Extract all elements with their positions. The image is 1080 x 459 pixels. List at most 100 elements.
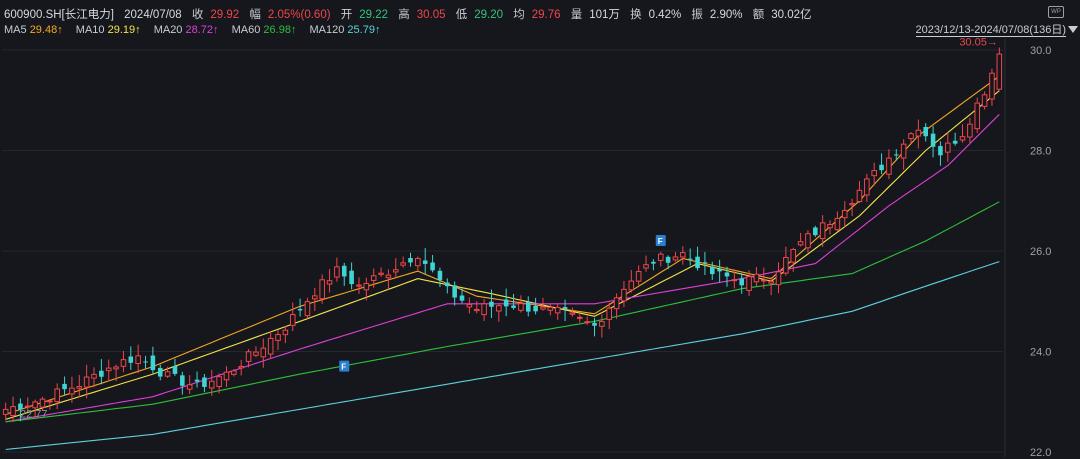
ma-legend: MA5 29.48↑ MA10 29.19↑ MA20 28.72↑ MA60 … <box>4 24 390 36</box>
y-tick-label: 28.0 <box>1030 146 1051 158</box>
high-price-annotation: 30.05→ <box>959 38 998 49</box>
candle-body <box>709 266 715 275</box>
candle-body <box>422 260 428 264</box>
candle-body <box>69 387 75 395</box>
open-value: 29.22 <box>359 9 389 21</box>
change-label: 幅 <box>249 9 261 21</box>
ma20-label: MA20 <box>153 24 183 36</box>
candle-body <box>415 258 421 267</box>
candle-body <box>223 371 230 381</box>
candle-body <box>143 361 148 363</box>
y-tick-label: 22.0 <box>1030 447 1051 459</box>
candle-body <box>525 301 531 312</box>
candle-body <box>915 129 922 137</box>
candle-body <box>289 314 296 326</box>
date-range-selector[interactable]: 2023/12/13-2024/07/08(136日) <box>915 24 1066 37</box>
candle-body <box>665 256 671 263</box>
candle-body <box>385 274 392 279</box>
close-value: 29.92 <box>210 9 240 21</box>
candle-body <box>349 270 354 285</box>
candle-body <box>761 279 767 282</box>
candle-body <box>91 373 97 379</box>
candle-body <box>783 257 789 274</box>
candle-body <box>908 133 914 140</box>
candle-body <box>974 102 981 130</box>
candle-body <box>775 271 782 286</box>
candle-body <box>180 375 185 386</box>
candle-body <box>533 305 538 312</box>
change-value: 2.05%(0.60) <box>267 9 331 21</box>
candle-body <box>282 329 289 336</box>
avg-value: 29.76 <box>531 9 561 21</box>
avg-label: 均 <box>513 9 525 21</box>
high-label: 高 <box>398 9 410 21</box>
financial-report-marker <box>655 234 666 246</box>
candle-body <box>466 303 473 308</box>
candle-body <box>334 266 340 278</box>
amount-value: 30.02亿 <box>771 9 812 21</box>
candle-body <box>238 365 244 369</box>
candle-body <box>569 312 576 315</box>
candle-body <box>113 366 119 370</box>
candle-body <box>554 306 561 314</box>
volume-value: 101万 <box>589 9 620 21</box>
candle-body <box>900 143 907 159</box>
wp-icon[interactable]: WP <box>1048 6 1064 18</box>
top-bar: 600900.SH[长江电力] 2024/07/08 收 29.92 幅 2.05%… <box>0 0 1080 22</box>
triangle-down-icon[interactable] <box>1068 26 1078 33</box>
candle-body <box>606 307 613 320</box>
candle-body <box>430 262 435 271</box>
candle-body <box>83 376 90 388</box>
candle-body <box>503 299 509 307</box>
candle-body <box>819 222 826 240</box>
candle-body <box>592 322 597 326</box>
candle-body <box>511 305 516 308</box>
candle-body <box>996 53 1003 90</box>
candle-body <box>702 262 708 264</box>
candle-body <box>392 269 399 273</box>
candle-body <box>231 370 237 375</box>
candle-body <box>952 140 958 144</box>
candle-body <box>753 273 760 283</box>
candle-body <box>2 408 9 415</box>
candle-body <box>643 264 649 269</box>
ma-legend-item-ma5: MA5 29.48↑ <box>4 24 63 36</box>
y-axis: 30.0 28.0 26.0 24.0 22.0 <box>1030 45 1051 459</box>
candle-body <box>959 136 966 141</box>
candle-body <box>768 280 774 284</box>
candle-body <box>945 142 951 153</box>
candle-body <box>341 265 347 277</box>
candle-body <box>208 380 215 389</box>
candle-body <box>540 306 546 310</box>
candle-body <box>481 303 487 316</box>
candle-body <box>746 276 752 291</box>
candle-body <box>473 308 480 312</box>
ma10-value: 29.19↑ <box>107 24 141 36</box>
candle-body <box>194 379 200 382</box>
candle-body <box>356 284 362 287</box>
amplitude-label: 振 <box>691 9 703 21</box>
candle-body <box>202 377 207 387</box>
candle-body <box>135 355 141 365</box>
turnover-label: 换 <box>630 9 642 21</box>
candle-body <box>408 257 413 263</box>
candle-body <box>10 406 16 417</box>
candle-body <box>938 146 943 156</box>
candle-body <box>584 321 590 324</box>
turnover-value: 0.42% <box>648 9 682 21</box>
candle-body <box>18 403 23 410</box>
candle-body <box>128 356 134 363</box>
candle-body <box>797 241 804 246</box>
y-tick-label: 24.0 <box>1030 346 1051 358</box>
candle-body <box>657 253 664 261</box>
candle-body <box>724 272 730 277</box>
ma60-label: MA60 <box>231 24 261 36</box>
candle-body <box>577 316 583 319</box>
candle-body <box>105 367 112 372</box>
candle-body <box>297 308 303 311</box>
candlestick-chart[interactable]: 30.0 28.0 26.0 24.0 22.0 30.05→ 22.77 F F <box>0 38 1080 459</box>
candle-body <box>856 189 863 202</box>
candle-body <box>635 271 642 282</box>
candle-body <box>813 227 818 236</box>
candle-body <box>805 233 811 249</box>
